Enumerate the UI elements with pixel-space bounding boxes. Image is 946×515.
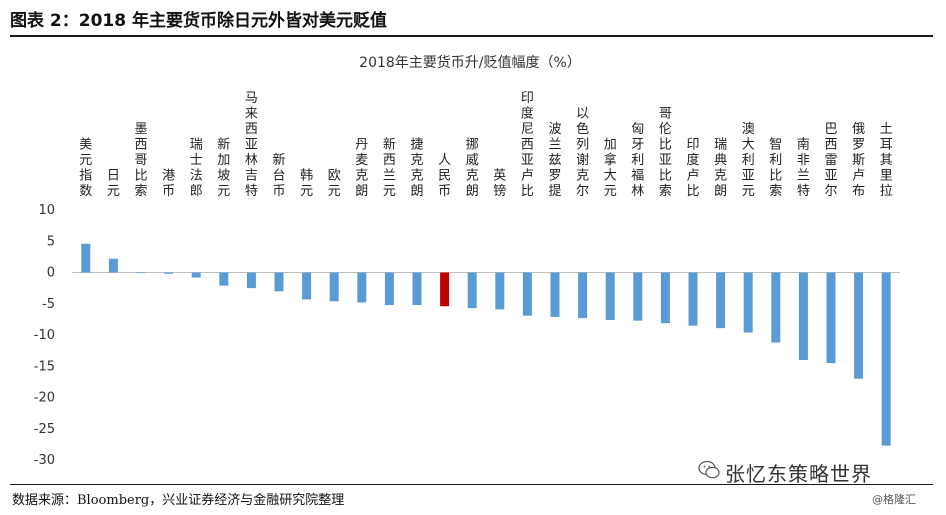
- bar: [191, 272, 201, 278]
- category-label: 新西兰元: [383, 137, 396, 200]
- bar: [164, 272, 174, 274]
- wechat-icon: [698, 460, 720, 479]
- category-label: 丹麦克朗: [355, 138, 368, 200]
- category-label: 欧元: [328, 169, 341, 200]
- y-tick-label: -10: [34, 328, 55, 343]
- y-tick-label: -20: [34, 391, 55, 406]
- category-label: 巴西雷亚尔: [824, 122, 837, 199]
- footer-divider: [10, 484, 933, 485]
- bar: [660, 272, 670, 324]
- bar: [440, 272, 450, 307]
- category-label: 匈牙利福林: [631, 122, 644, 199]
- category-label: 哥伦比亚比索: [659, 107, 672, 200]
- bar: [854, 272, 864, 379]
- bar: [826, 272, 836, 364]
- bar: [357, 272, 367, 303]
- category-label: 以色列谢克尔: [576, 107, 589, 200]
- y-tick-label: -25: [34, 422, 55, 437]
- category-label: 印度尼西亚卢比: [521, 91, 534, 199]
- bars-group: [81, 243, 891, 446]
- category-label: 新加坡元: [217, 137, 230, 200]
- category-label: 土耳其里拉: [880, 122, 893, 199]
- bar: [467, 272, 477, 309]
- category-label: 智利比索: [769, 138, 782, 200]
- category-label: 人民币: [438, 153, 451, 199]
- bar: [605, 272, 615, 320]
- category-label: 墨西哥比索: [134, 122, 147, 199]
- bar: [743, 272, 753, 333]
- bar: [550, 272, 560, 317]
- category-label: 瑞士法郎: [190, 138, 203, 200]
- bar: [881, 272, 891, 446]
- watermark-text: 张忆东策略世界: [725, 462, 872, 486]
- category-label: 俄罗斯卢布: [852, 122, 865, 199]
- bar: [108, 258, 118, 273]
- y-tick-label: 5: [47, 234, 55, 249]
- bar: [495, 272, 505, 310]
- watermark-small: @格隆汇: [872, 493, 916, 506]
- category-label: 捷克克朗: [410, 138, 423, 200]
- category-label: 英镑: [493, 169, 506, 200]
- figure-title: 图表 2：2018 年主要货币除日元外皆对美元贬值: [10, 11, 387, 31]
- title-divider: [10, 35, 933, 37]
- bar: [81, 243, 91, 273]
- category-label: 南非兰特: [797, 137, 810, 200]
- bar: [384, 272, 394, 305]
- bar: [798, 272, 808, 360]
- source-note: 数据来源：Bloomberg，兴业证券经济与金融研究院整理: [12, 493, 345, 508]
- y-axis: 10 5 0 -5 -10 -15 -20 -25 -30: [34, 203, 900, 468]
- y-tick-label: 0: [47, 266, 55, 281]
- category-label: 美元指数: [79, 138, 92, 200]
- bar: [412, 272, 422, 305]
- category-label: 波兰兹罗提: [548, 122, 561, 199]
- chart-title: 2018年主要货币升/贬值幅度（%）: [359, 54, 581, 71]
- y-tick-label: -15: [34, 359, 55, 374]
- bar: [716, 272, 726, 329]
- y-tick-label: -30: [34, 453, 55, 468]
- category-label: 日元: [107, 169, 120, 200]
- category-label: 港币: [162, 169, 175, 200]
- y-tick-label: -5: [42, 297, 55, 312]
- bar: [274, 272, 284, 292]
- bar: [771, 272, 781, 343]
- category-label: 加拿大元: [604, 138, 617, 200]
- bar: [246, 272, 256, 289]
- bar: [578, 272, 588, 319]
- bar: [688, 272, 698, 326]
- category-label: 瑞典克朗: [714, 138, 727, 200]
- bar: [136, 272, 146, 274]
- bar: [219, 272, 229, 286]
- category-label: 挪威克朗: [466, 138, 479, 200]
- bar: [633, 272, 643, 321]
- category-label: 韩元: [300, 169, 313, 200]
- category-label: 新台币: [272, 152, 285, 199]
- y-tick-label: 10: [38, 203, 55, 218]
- category-label: 澳大利亚元: [742, 121, 755, 199]
- bar: [302, 272, 312, 300]
- category-label: 印度卢比: [686, 138, 699, 200]
- bar: [522, 272, 532, 316]
- bar: [329, 272, 339, 302]
- category-label: 马来西亚林吉特: [245, 91, 258, 199]
